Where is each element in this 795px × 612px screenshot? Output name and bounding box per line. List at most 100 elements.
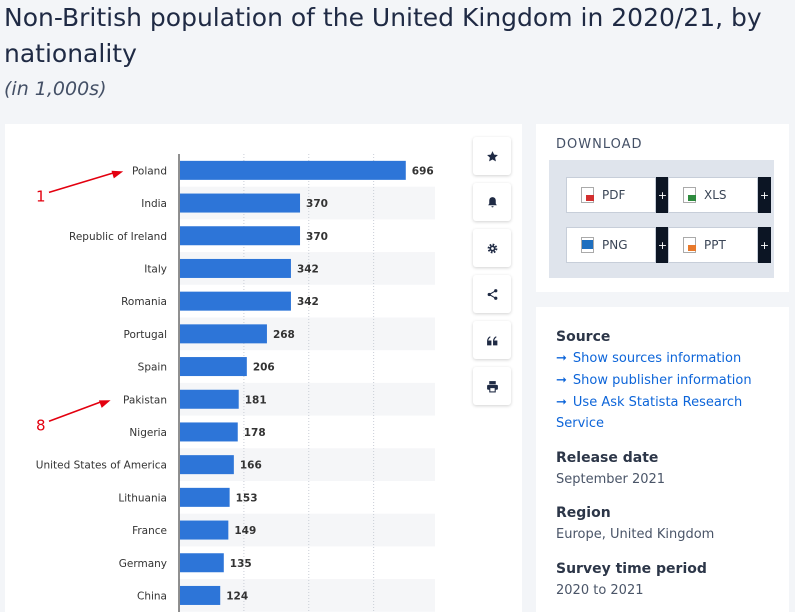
download-pdf-options-button[interactable]: + [656,177,669,213]
quote-icon [486,335,497,345]
category-label: France [132,525,167,537]
category-label: Republic of Ireland [69,231,167,243]
data-label: 268 [273,329,295,341]
pdf-file-icon [581,187,594,203]
ppt-file-icon [683,237,696,253]
bar [180,553,224,573]
category-label: China [137,590,167,602]
download-ppt-label: PPT [704,238,726,252]
gear-icon [487,243,497,253]
annotation-arrow-line [48,400,103,422]
share-icon [487,288,497,300]
data-label: 206 [253,362,275,374]
ask-statista-link[interactable]: ➞ Use Ask Statista Research [556,395,742,410]
ask-statista-label: Use Ask Statista Research [572,395,743,410]
download-panel: DOWNLOAD PDF + XLS + PNG + PPT + [536,124,789,292]
download-xls-options-button[interactable]: + [758,177,771,213]
bar [180,324,267,344]
survey-period-heading: Survey time period [556,561,707,577]
info-panel: Source ➞ Show sources information ➞ Show p… [536,307,789,612]
category-label: Nigeria [129,427,167,439]
share-button[interactable] [473,275,511,313]
chart-card: Poland 696 India 370 Republic of Ireland 370 I… [5,124,522,612]
download-pdf-label: PDF [602,188,626,202]
bar [180,520,229,540]
data-label: 149 [234,525,256,537]
data-label: 696 [412,165,434,177]
download-png-label: PNG [602,238,628,252]
show-publisher-label: Show publisher information [572,373,752,388]
bar [180,389,239,409]
bar [180,160,406,180]
download-xls-label: XLS [704,188,727,202]
arrow-right-icon: ➞ [556,373,567,388]
annotation-arrow-head [111,170,124,179]
category-label: Spain [138,362,167,374]
bar [180,193,301,213]
print-icon [486,380,498,392]
arrow-right-icon: ➞ [556,351,567,366]
download-png-button[interactable]: PNG [566,227,656,263]
data-label: 135 [230,558,252,570]
data-label: 342 [297,263,319,275]
notification-button[interactable] [473,183,511,221]
download-ppt-options-button[interactable]: + [758,227,771,263]
page-title: Non-British population of the United Kin… [4,3,762,68]
png-file-icon [581,237,594,253]
release-date-heading: Release date [556,450,659,466]
bar [180,226,301,246]
category-label: Romania [121,296,167,308]
settings-button[interactable] [473,229,511,267]
data-label: 181 [245,394,267,406]
bar [180,291,291,311]
annotation-label: 8 [36,416,46,434]
bar [180,487,230,507]
data-label: 124 [226,590,248,602]
data-label: 370 [306,231,328,243]
bar [180,258,291,278]
download-button-area: PDF + XLS + PNG + PPT + [549,160,774,278]
region-heading: Region [556,505,611,521]
category-label: United States of America [36,460,167,472]
download-png-options-button[interactable]: + [656,227,669,263]
data-label: 153 [236,492,258,504]
category-label: Poland [132,165,167,177]
category-label: Italy [144,263,167,275]
survey-period-value: 2020 to 2021 [556,583,644,598]
download-title: DOWNLOAD [556,137,643,152]
category-label: Portugal [124,329,168,341]
xls-file-icon [683,187,696,203]
show-publisher-link[interactable]: ➞ Show publisher information [556,373,752,388]
bar [180,455,234,475]
annotation-label: 1 [36,187,46,205]
download-ppt-button[interactable]: PPT [668,227,758,263]
arrow-right-icon: ➞ [556,395,567,410]
data-label: 342 [297,296,319,308]
bell-icon [487,196,497,207]
favorite-button[interactable] [473,137,511,175]
category-label: Lithuania [118,492,167,504]
download-xls-button[interactable]: XLS [668,177,758,213]
page-subtitle: (in 1,000s) [4,78,107,100]
bar [180,357,247,377]
region-value: Europe, United Kingdom [556,527,715,542]
source-heading: Source [556,329,611,345]
data-label: 370 [306,198,328,210]
row-stripe [179,579,435,612]
ask-statista-link-continued[interactable]: Service [556,416,605,431]
category-label: India [141,198,167,210]
chart-toolbar [473,137,511,413]
annotation-arrow-head [98,400,111,408]
print-button[interactable] [473,367,511,405]
bar [180,585,221,605]
cite-button[interactable] [473,321,511,359]
star-icon [486,150,498,161]
show-sources-link[interactable]: ➞ Show sources information [556,351,741,366]
category-label: Pakistan [123,394,167,406]
data-label: 178 [244,427,266,439]
release-date-value: September 2021 [556,472,666,487]
bar-chart: Poland 696 India 370 Republic of Ireland 370 I… [36,154,435,612]
download-pdf-button[interactable]: PDF [566,177,656,213]
bar [180,422,238,442]
